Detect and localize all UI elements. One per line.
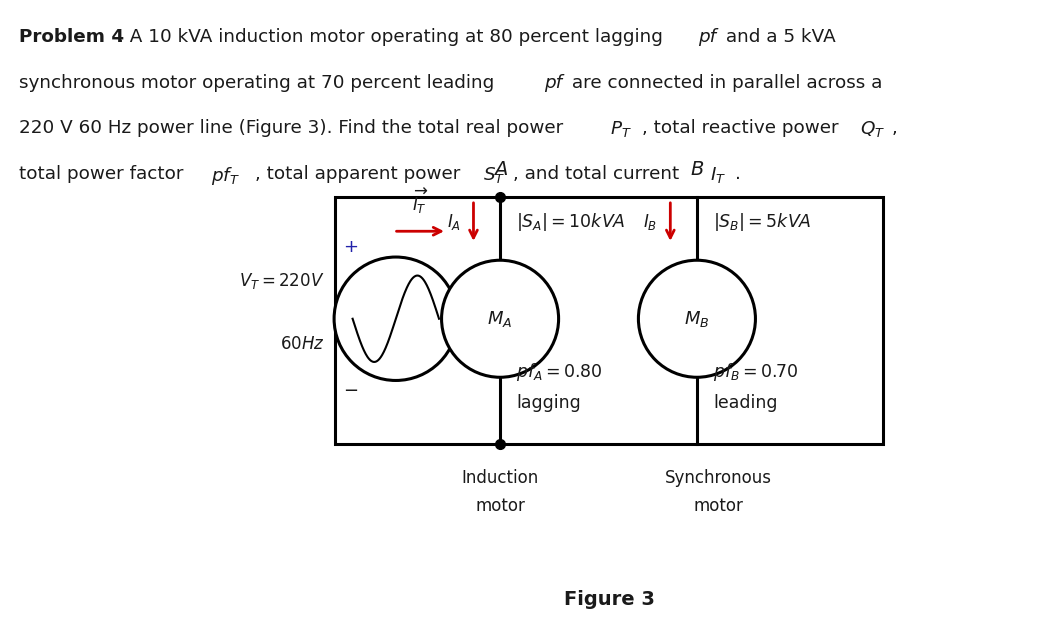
Text: Figure 3: Figure 3	[564, 591, 654, 609]
Text: , total apparent power: , total apparent power	[255, 165, 467, 183]
Text: 220 V 60 Hz power line (Figure 3). Find the total real power: 220 V 60 Hz power line (Figure 3). Find …	[19, 119, 569, 138]
Text: $Q_T$: $Q_T$	[860, 119, 885, 139]
Text: $pf_A = 0.80$: $pf_A = 0.80$	[516, 361, 602, 383]
Text: total power factor: total power factor	[19, 165, 189, 183]
Text: $I_T$: $I_T$	[710, 165, 726, 185]
Text: −: −	[344, 382, 359, 399]
Text: ,: ,	[892, 119, 897, 138]
Ellipse shape	[638, 260, 755, 378]
Ellipse shape	[442, 260, 559, 378]
Ellipse shape	[334, 257, 458, 381]
Text: $M_A$: $M_A$	[487, 309, 513, 329]
Text: $\overrightarrow{I_T}$: $\overrightarrow{I_T}$	[412, 186, 429, 216]
Text: and a 5 kVA: and a 5 kVA	[720, 28, 836, 46]
Text: , and total current: , and total current	[513, 165, 685, 183]
Text: $pf_B = 0.70$: $pf_B = 0.70$	[713, 361, 798, 383]
Bar	[335, 197, 883, 444]
Text: .: .	[735, 165, 742, 183]
Text: motor: motor	[694, 497, 743, 515]
Text: Synchronous: Synchronous	[665, 469, 771, 487]
Text: Induction: Induction	[462, 469, 538, 487]
Text: $pf_T$: $pf_T$	[211, 165, 239, 187]
Text: $|S_A|= 10kVA$: $|S_A|= 10kVA$	[516, 211, 626, 233]
Text: , total reactive power: , total reactive power	[642, 119, 844, 138]
Text: leading: leading	[713, 394, 778, 412]
Text: $60Hz$: $60Hz$	[280, 335, 325, 352]
Text: are connected in parallel across a: are connected in parallel across a	[566, 74, 882, 92]
Text: $B$: $B$	[689, 161, 704, 179]
Text: pf: pf	[544, 74, 562, 92]
Text: $|S_B|= 5kVA$: $|S_B|= 5kVA$	[713, 211, 812, 233]
Text: $V_T = 220V$: $V_T = 220V$	[239, 271, 325, 291]
Text: synchronous motor operating at 70 percent leading: synchronous motor operating at 70 percen…	[19, 74, 500, 92]
Text: $M_B$: $M_B$	[684, 309, 710, 329]
Text: $S_T$: $S_T$	[483, 165, 505, 185]
Text: lagging: lagging	[516, 394, 581, 412]
Text: $A$: $A$	[493, 161, 508, 179]
Text: Problem 4: Problem 4	[19, 28, 124, 46]
Text: +: +	[344, 238, 359, 256]
Text: . A 10 kVA induction motor operating at 80 percent lagging: . A 10 kVA induction motor operating at …	[118, 28, 669, 46]
Text: $I_A$: $I_A$	[447, 212, 461, 232]
Text: motor: motor	[476, 497, 525, 515]
Text: $I_B$: $I_B$	[644, 212, 658, 232]
Text: $P_T$: $P_T$	[610, 119, 631, 139]
Text: pf: pf	[698, 28, 716, 46]
